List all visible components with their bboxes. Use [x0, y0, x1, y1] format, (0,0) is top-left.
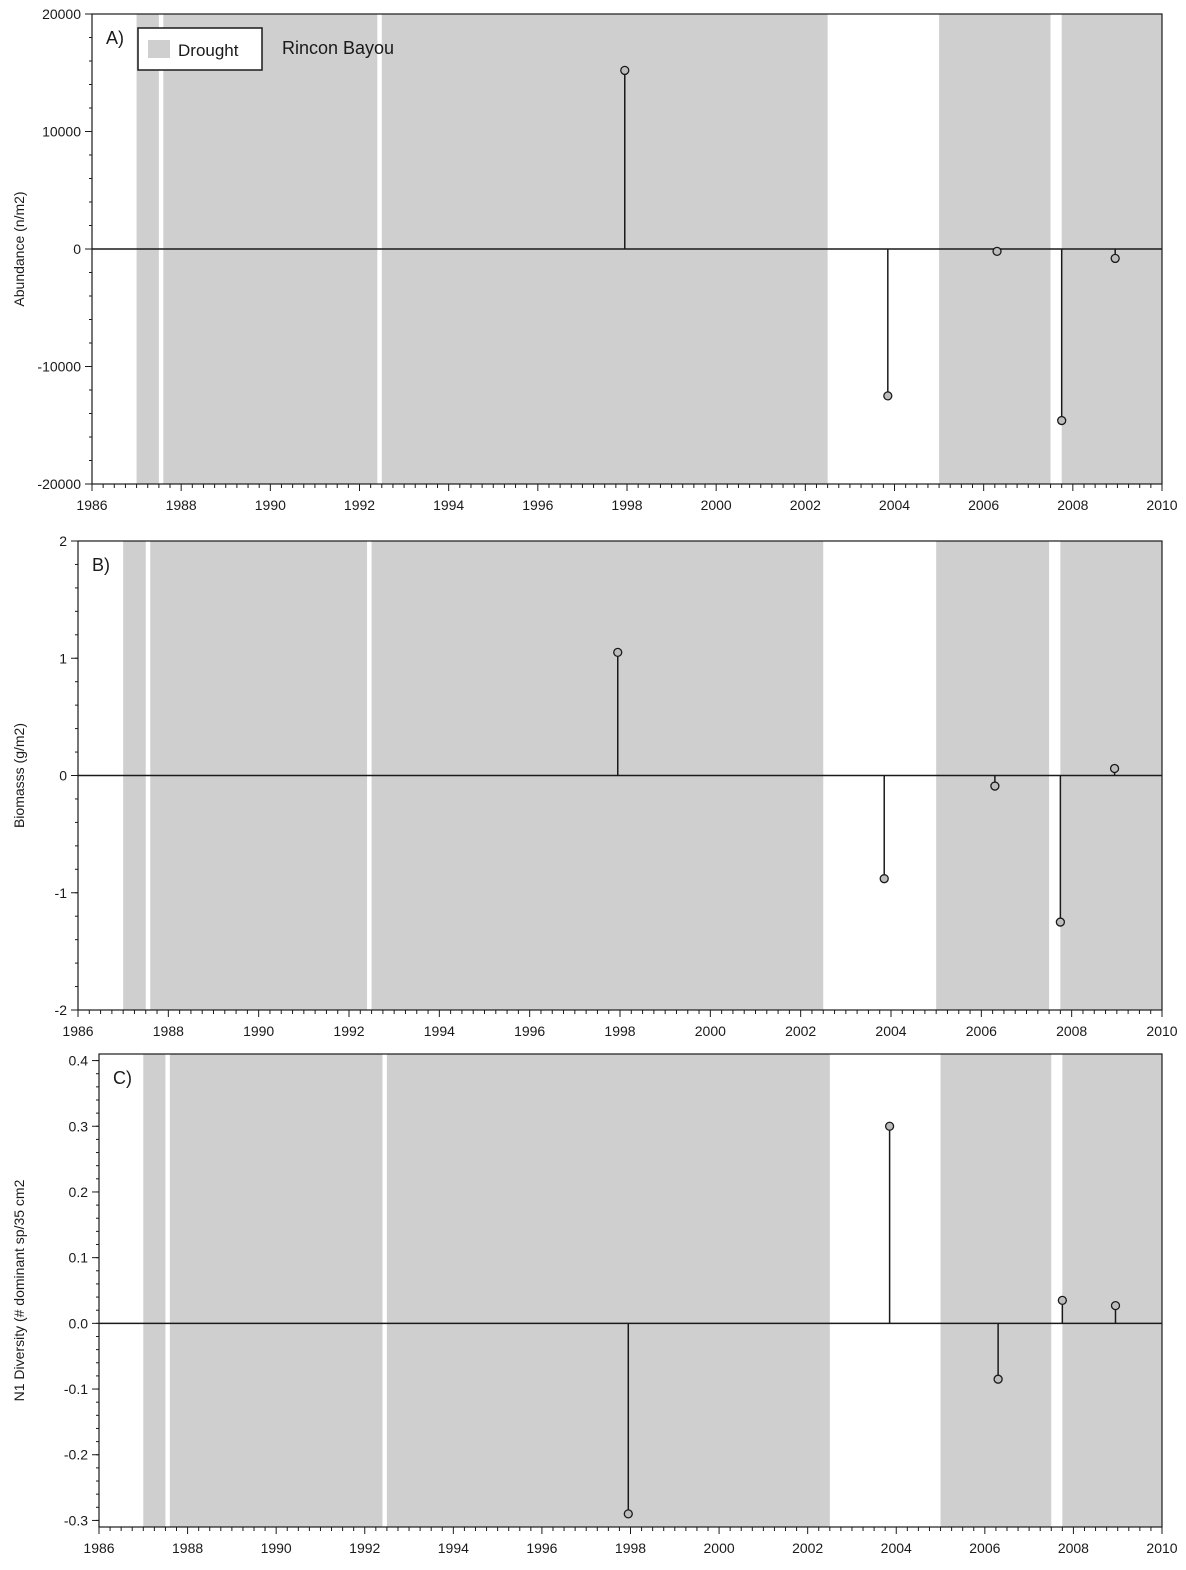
x-tick-label: 2004 — [879, 497, 910, 513]
drought-band — [940, 1054, 1052, 1527]
drought-band — [1062, 1054, 1162, 1527]
x-tick-label: 1996 — [526, 1540, 557, 1556]
drought-band — [386, 1054, 830, 1527]
legend-swatch — [148, 40, 170, 58]
data-point-marker — [993, 1374, 1003, 1384]
drought-band — [169, 1054, 383, 1527]
data-point-marker — [884, 1121, 895, 1131]
y-tick-label: -0.3 — [64, 1512, 88, 1528]
y-tick-label: -0.2 — [64, 1447, 88, 1463]
data-point-marker — [883, 391, 893, 401]
series-label: Rincon Bayou — [282, 38, 394, 58]
data-point-marker — [1057, 415, 1067, 426]
x-tick-label: 2002 — [792, 1540, 823, 1556]
y-tick-label: 10000 — [42, 124, 81, 140]
data-point-marker — [990, 781, 1000, 791]
x-tick-label: 2010 — [1146, 1540, 1177, 1556]
y-tick-label: -20000 — [37, 476, 81, 492]
x-tick-label: 1990 — [255, 497, 286, 513]
data-point-marker — [992, 246, 1002, 257]
x-tick-label: 2008 — [1056, 1023, 1087, 1039]
x-tick-label: 1994 — [433, 497, 464, 513]
y-axis-title: Biomasss (g/m2) — [11, 723, 27, 828]
chart-panel-2: 1986 1988 1990 1992 1994 1996 1998 2000 2002 2004… — [11, 533, 1178, 1039]
x-tick-label: 2004 — [881, 1540, 912, 1556]
x-tick-label: 2000 — [695, 1023, 726, 1039]
y-tick-label: -10000 — [37, 359, 81, 375]
y-tick-label: 1 — [59, 650, 67, 666]
x-tick-label: 1998 — [615, 1540, 646, 1556]
x-tick-label: 2008 — [1057, 497, 1088, 513]
x-tick-label: 1992 — [349, 1540, 380, 1556]
x-tick-label: 1988 — [153, 1023, 184, 1039]
x-tick-label: 1986 — [62, 1023, 93, 1039]
y-tick-label: -2 — [55, 1002, 68, 1018]
y-tick-label: 0.2 — [69, 1184, 89, 1200]
y-tick-label: 0 — [73, 241, 81, 257]
data-point-marker — [1110, 253, 1120, 264]
x-tick-label: 2002 — [785, 1023, 816, 1039]
panel-label: A) — [106, 28, 124, 48]
x-tick-label: 2000 — [701, 497, 732, 513]
x-tick-label: 1986 — [76, 497, 107, 513]
x-tick-label: 1988 — [172, 1540, 203, 1556]
data-point-marker — [879, 874, 889, 884]
y-tick-label: -1 — [55, 885, 68, 901]
x-tick-label: 1992 — [333, 1023, 364, 1039]
legend: Drought — [137, 27, 263, 71]
x-tick-label: 2004 — [875, 1023, 906, 1039]
data-point-marker — [1110, 1300, 1121, 1311]
x-tick-label: 1996 — [514, 1023, 545, 1039]
x-tick-label: 1998 — [604, 1023, 635, 1039]
chart-panel-3: 1986 1988 1990 1992 1994 1996 1998 2000 2002 2004… — [11, 1053, 1178, 1556]
data-point-marker — [1109, 763, 1120, 774]
x-tick-label: 2010 — [1146, 497, 1177, 513]
y-tick-label: 0 — [59, 768, 67, 784]
x-tick-label: 1996 — [522, 497, 553, 513]
x-tick-label: 2006 — [968, 497, 999, 513]
x-tick-label: 1992 — [344, 497, 375, 513]
y-axis-title: Abundance (n/m2) — [11, 191, 27, 306]
y-axis-title: N1 Diversity (# dominant sp/35 cm2 — [11, 1179, 27, 1401]
chart-panel-1: 1986 1988 1990 1992 1994 1996 1998 2000 2002 2004… — [11, 6, 1178, 513]
y-tick-label: 20000 — [42, 6, 81, 22]
legend-label: Drought — [178, 41, 239, 60]
y-tick-label: 2 — [59, 533, 67, 549]
x-tick-label: 1990 — [243, 1023, 274, 1039]
data-point-marker — [1055, 917, 1066, 927]
panel-label: C) — [113, 1068, 132, 1088]
y-tick-label: 0.4 — [69, 1053, 89, 1069]
y-tick-label: 0.3 — [69, 1118, 89, 1134]
data-point-marker — [1057, 1295, 1067, 1306]
x-tick-label: 2006 — [969, 1540, 1000, 1556]
x-tick-label: 1994 — [424, 1023, 455, 1039]
x-tick-label: 2000 — [704, 1540, 735, 1556]
y-tick-label: 0.1 — [69, 1250, 89, 1266]
x-tick-label: 2008 — [1058, 1540, 1089, 1556]
x-tick-label: 2010 — [1146, 1023, 1177, 1039]
x-tick-label: 1990 — [261, 1540, 292, 1556]
data-point-marker — [620, 65, 630, 76]
x-tick-label: 1998 — [611, 497, 642, 513]
x-tick-label: 2006 — [966, 1023, 997, 1039]
x-tick-label: 1986 — [83, 1540, 114, 1556]
panel-label: B) — [92, 555, 110, 575]
x-tick-label: 1988 — [166, 497, 197, 513]
data-point-marker — [623, 1509, 633, 1519]
drought-band — [143, 1054, 166, 1527]
x-tick-label: 1994 — [438, 1540, 469, 1556]
x-tick-label: 2002 — [790, 497, 821, 513]
y-tick-label: -0.1 — [64, 1381, 88, 1397]
y-tick-label: 0.0 — [69, 1315, 89, 1331]
data-point-marker — [613, 647, 623, 658]
